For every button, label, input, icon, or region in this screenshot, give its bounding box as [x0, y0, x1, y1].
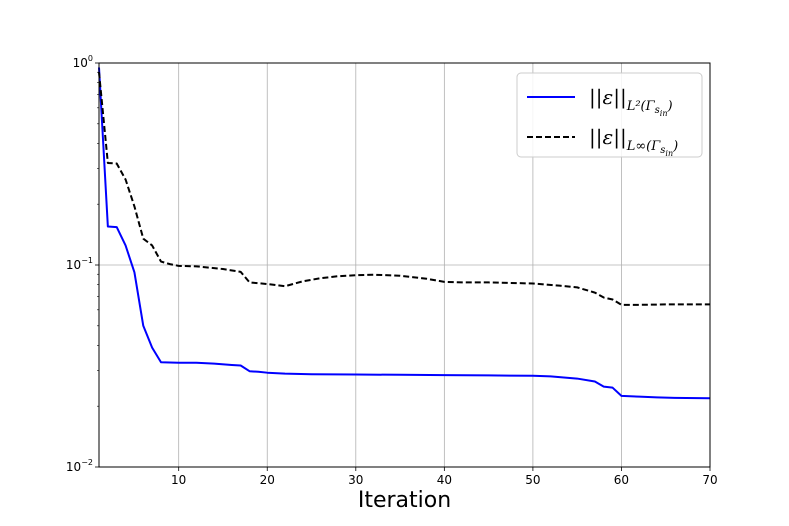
legend: ||ε||L²(Γsin) ||ε||L∞(Γsin): [516, 72, 703, 158]
series-line-2: [98, 72, 710, 306]
x-tick-label: 20: [260, 473, 275, 487]
series-layer: [98, 67, 711, 400]
axes: 10 20 30 40 50 60 70 100 10−1 10−2: [66, 54, 718, 487]
x-axis-label: Iteration: [358, 488, 451, 513]
x-tick-label: 60: [614, 473, 629, 487]
x-tick-label: 40: [437, 473, 452, 487]
x-tick-label: 10: [171, 473, 186, 487]
x-tick-label: 50: [525, 473, 540, 487]
y-tick-label: 10−2: [66, 458, 93, 474]
y-tick-label: 100: [73, 54, 93, 70]
x-tick-label: 30: [348, 473, 363, 487]
series-line-1: [98, 67, 711, 400]
x-tick-label: 70: [702, 473, 717, 487]
y-tick-label: 10−1: [66, 256, 93, 272]
legend-label-1: ||ε||L²(Γsin): [589, 85, 673, 118]
legend-label-2: ||ε||L∞(Γsin): [589, 125, 678, 158]
